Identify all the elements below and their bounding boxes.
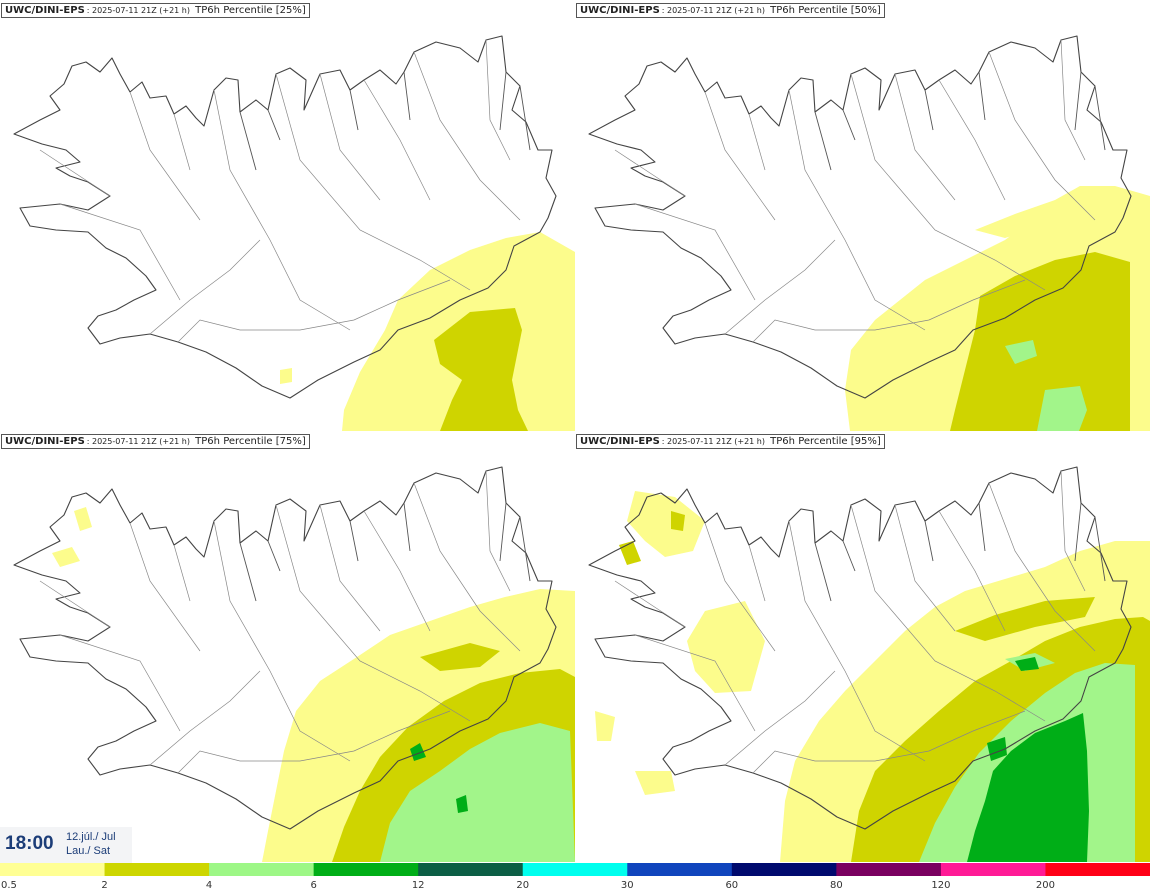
panel-title: UWC/DINI-EPS: 2025-07-11 21Z (+21 h) TP6… (576, 434, 885, 449)
model-name: UWC/DINI-EPS (5, 436, 85, 447)
model-name: UWC/DINI-EPS (580, 436, 660, 447)
legend-label: 4 (206, 880, 212, 891)
valid-time: 18:00 (5, 833, 54, 854)
legend-swatch (836, 863, 942, 876)
precip-area-2-band (420, 643, 500, 671)
panel-title: UWC/DINI-EPS: 2025-07-11 21Z (+21 h) TP6… (576, 3, 885, 18)
map-panel-p95: UWC/DINI-EPS: 2025-07-11 21Z (+21 h) TP6… (575, 431, 1150, 862)
model-name: UWC/DINI-EPS (5, 5, 85, 16)
legend-swatch (418, 863, 524, 876)
precip-area-05-small (280, 368, 292, 384)
precip-area-2 (434, 308, 528, 431)
legend-swatch (313, 863, 419, 876)
valid-date-line1: 12.júl./ Jul (66, 831, 116, 843)
valid-date-line2: Lau./ Sat (66, 845, 111, 857)
map-p50 (588, 35, 1150, 431)
map-p95 (588, 466, 1150, 862)
panel-title: UWC/DINI-EPS: 2025-07-11 21Z (+21 h) TP6… (1, 3, 310, 18)
legend-swatch (1045, 863, 1150, 876)
run-info: : 2025-07-11 21Z (+21 h) (661, 6, 765, 15)
model-name: UWC/DINI-EPS (580, 5, 660, 16)
legend-swatch (627, 863, 733, 876)
param-label: TP6h Percentile [50%] (770, 5, 881, 16)
legend-swatch (940, 863, 1046, 876)
precip-area-2 (950, 252, 1130, 431)
precip-area-2-band (955, 597, 1095, 641)
legend-label: 200 (1036, 880, 1055, 891)
param-label: TP6h Percentile [95%] (770, 436, 881, 447)
map-panel-p75: UWC/DINI-EPS: 2025-07-11 21Z (+21 h) TP6… (0, 431, 575, 862)
legend-swatch (104, 863, 210, 876)
legend-label: 0.5 (1, 880, 17, 891)
color-legend: 0.5 2 4 6 12 20 30 60 80 120 200 (0, 863, 1150, 891)
map-panel-p25: UWC/DINI-EPS: 2025-07-11 21Z (+21 h) TP6… (0, 0, 575, 431)
legend-swatch (209, 863, 315, 876)
legend-label: 2 (101, 880, 107, 891)
precip-area-4 (1037, 386, 1087, 431)
precip-area-05-nw (52, 507, 92, 567)
legend-label: 80 (830, 880, 843, 891)
legend-swatch (522, 863, 628, 876)
legend-label: 12 (412, 880, 425, 891)
legend-scale: 0.5 2 4 6 12 20 30 60 80 120 200 (0, 863, 1150, 891)
legend-label: 20 (516, 880, 529, 891)
run-info: : 2025-07-11 21Z (+21 h) (86, 6, 190, 15)
precip-area-4-small (1005, 340, 1037, 364)
map-p75 (13, 466, 575, 862)
map-p25 (13, 35, 575, 431)
precip-area-6 (410, 743, 468, 813)
precip-area-05-nw (595, 491, 765, 795)
run-info: : 2025-07-11 21Z (+21 h) (661, 437, 765, 446)
valid-date: 12.júl./ Jul Lau./ Sat (66, 830, 116, 858)
legend-label: 30 (621, 880, 634, 891)
param-label: TP6h Percentile [75%] (195, 436, 306, 447)
legend-swatch (0, 863, 106, 876)
precip-area-2-nw (619, 511, 685, 565)
panel-title: UWC/DINI-EPS: 2025-07-11 21Z (+21 h) TP6… (1, 434, 310, 449)
precip-area-6-band (1015, 657, 1039, 671)
precip-area-05-north (975, 186, 1080, 238)
legend-label: 6 (310, 880, 316, 891)
legend-swatch (731, 863, 837, 876)
precip-area-6 (967, 713, 1089, 862)
valid-time-box: 18:00 12.júl./ Jul Lau./ Sat (0, 827, 132, 863)
legend-label: 120 (931, 880, 950, 891)
legend-label: 60 (725, 880, 738, 891)
run-info: : 2025-07-11 21Z (+21 h) (86, 437, 190, 446)
map-panel-p50: UWC/DINI-EPS: 2025-07-11 21Z (+21 h) TP6… (575, 0, 1150, 431)
precip-area-4 (380, 723, 575, 862)
param-label: TP6h Percentile [25%] (195, 5, 306, 16)
